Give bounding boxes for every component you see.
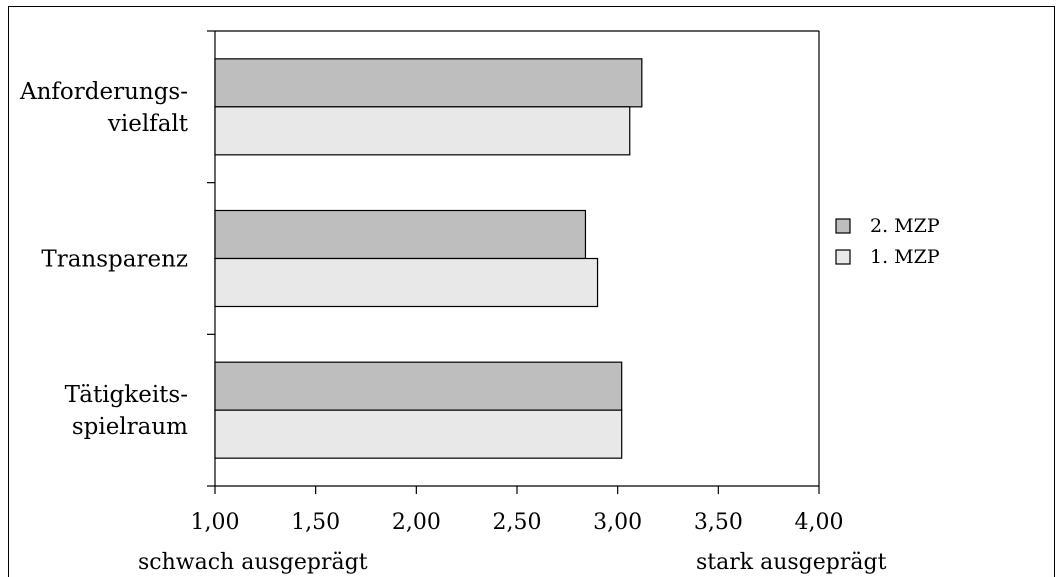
- x-annotation-right: stark ausgeprägt: [696, 550, 887, 575]
- legend-swatch: [835, 249, 851, 265]
- category-label: Tätigkeits-spielraum: [65, 382, 189, 440]
- bar-mzp2: [214, 361, 623, 411]
- legend: 2. MZP 1. MZP: [835, 215, 940, 268]
- x-tick-label: 2,50: [493, 510, 542, 535]
- x-tick-label: 2,00: [392, 510, 441, 535]
- category-labels: Anforderungs-vielfalt Transparenz Tätigkei…: [19, 79, 189, 440]
- x-annotation-left: schwach ausgeprägt: [138, 550, 368, 575]
- legend-swatch: [835, 218, 851, 234]
- category-label: Anforderungs-vielfalt: [19, 79, 189, 137]
- x-tick-label: 3,50: [694, 510, 743, 535]
- category-label: Transparenz: [41, 247, 188, 273]
- x-tick-label: 4,00: [795, 510, 844, 535]
- bar-mzp1: [214, 106, 631, 156]
- x-tick-label: 1,00: [191, 510, 240, 535]
- bar-mzp2: [214, 209, 587, 260]
- chart-bars: [214, 58, 643, 459]
- legend-label: 1. MZP: [870, 246, 940, 268]
- x-tick-labels: 1,00 1,50 2,00 2,50 3,00 3,50 4,00: [191, 510, 844, 535]
- x-tick-label: 3,00: [593, 510, 642, 535]
- legend-label: 2. MZP: [870, 215, 940, 237]
- bar-mzp1: [214, 409, 623, 459]
- x-tick-label: 1,50: [291, 510, 340, 535]
- bar-mzp1: [214, 257, 599, 308]
- chart-frame: [8, 6, 1055, 577]
- bar-mzp2: [214, 58, 643, 108]
